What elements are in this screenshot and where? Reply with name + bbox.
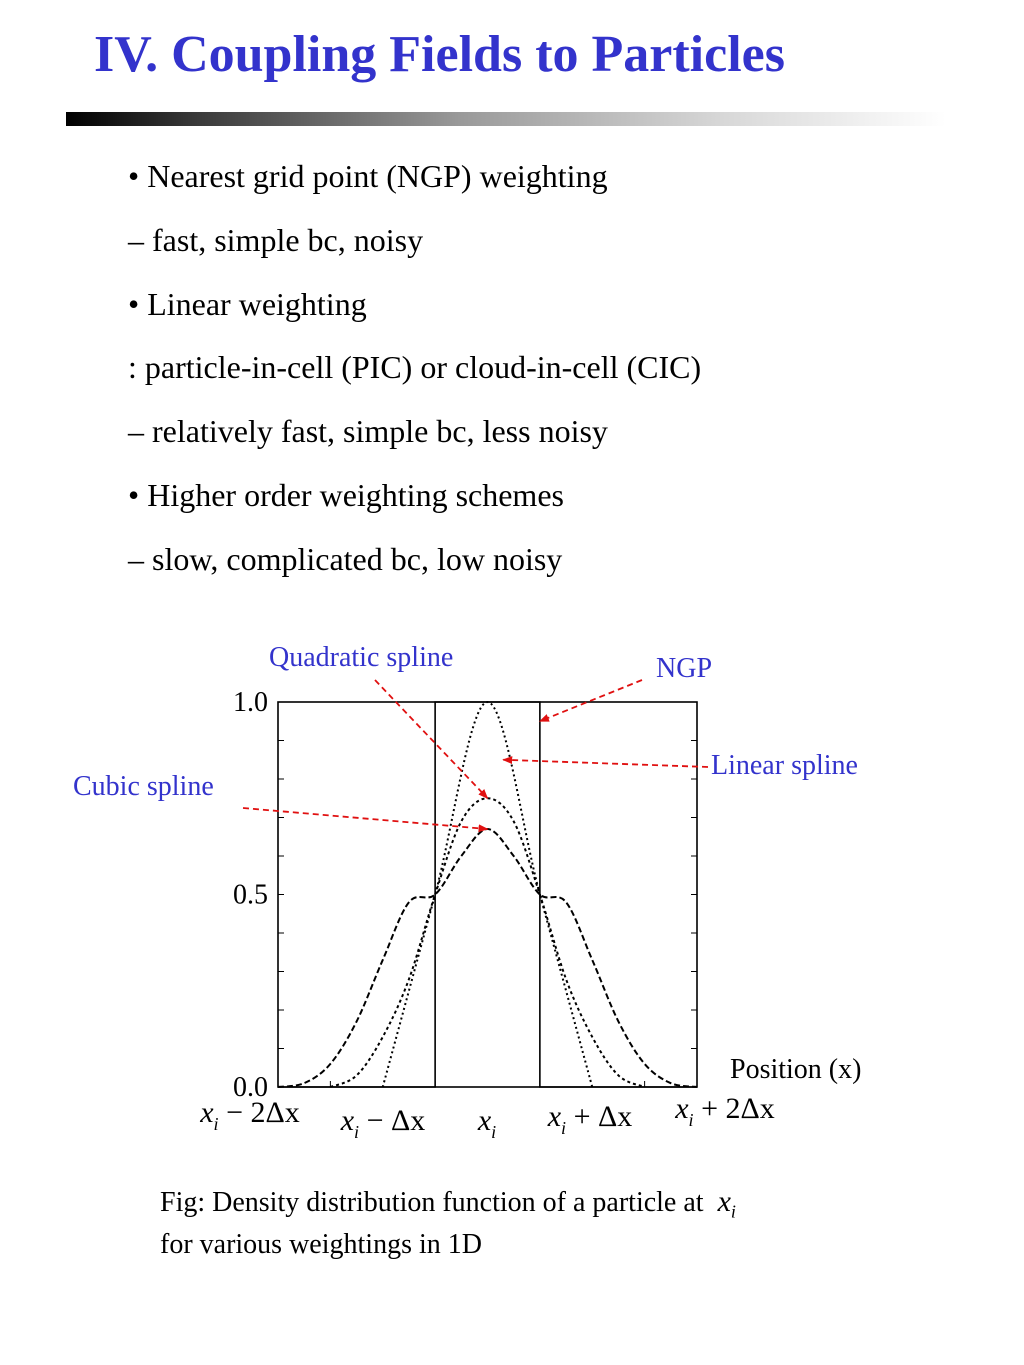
bullet-ngp-detail: – fast, simple bc, noisy [128, 222, 424, 258]
bullet-linear-detail: – relatively fast, simple bc, less noisy [128, 413, 608, 449]
bullet-higher-order: • Higher order weighting schemes [128, 477, 564, 513]
x-tick-label: xi − Δx [340, 1104, 426, 1142]
series-line-cubic-spline [277, 828, 698, 1088]
y-tick-label: 1.0 [233, 687, 268, 718]
x-tick-label: xi [477, 1104, 496, 1142]
annotation-arrow [502, 756, 709, 768]
annotation-label-ngp: NGP [656, 653, 712, 684]
x-tick-label: xi + Δx [547, 1100, 633, 1138]
bullet-linear-pic: : particle-in-cell (PIC) or cloud-in-cel… [128, 349, 702, 385]
figure-caption: Fig: Density distribution function of a … [160, 1180, 736, 1265]
annotation-arrow [242, 807, 489, 833]
bullet-ngp: • Nearest grid point (NGP) weighting [128, 158, 608, 194]
caption-line-1: Fig: Density distribution function of a … [160, 1187, 704, 1218]
annotation-label-linear-spline: Linear spline [711, 750, 858, 781]
caption-line-2: for various weightings in 1D [160, 1228, 482, 1260]
caption-variable: x [717, 1185, 731, 1218]
annotation-arrow [374, 679, 489, 799]
y-tick-label: 0.0 [233, 1072, 268, 1103]
x-tick-label: xi + 2Δx [674, 1092, 775, 1130]
x-tick-label: xi − 2Δx [199, 1096, 300, 1134]
series-line-quadratic-spline [329, 797, 646, 1088]
bullet-linear: • Linear weighting [128, 286, 367, 322]
slide-title: IV. Coupling Fields to Particles [94, 26, 785, 83]
y-tick-label: 0.5 [233, 880, 268, 911]
plot-frame [277, 701, 698, 1088]
x-axis-label: Position (x) [730, 1054, 861, 1085]
annotation-label-cubic-spline: Cubic spline [73, 771, 214, 802]
title-gradient-bar [66, 112, 946, 126]
series-line-linear-spline [381, 700, 594, 1088]
annotation-label-quadratic-spline: Quadratic spline [269, 642, 453, 673]
bullet-higher-order-detail: – slow, complicated bc, low noisy [128, 541, 563, 577]
annotation-arrow [538, 679, 643, 723]
caption-subscript: i [730, 1201, 736, 1222]
series-line-ngp [278, 701, 697, 1088]
